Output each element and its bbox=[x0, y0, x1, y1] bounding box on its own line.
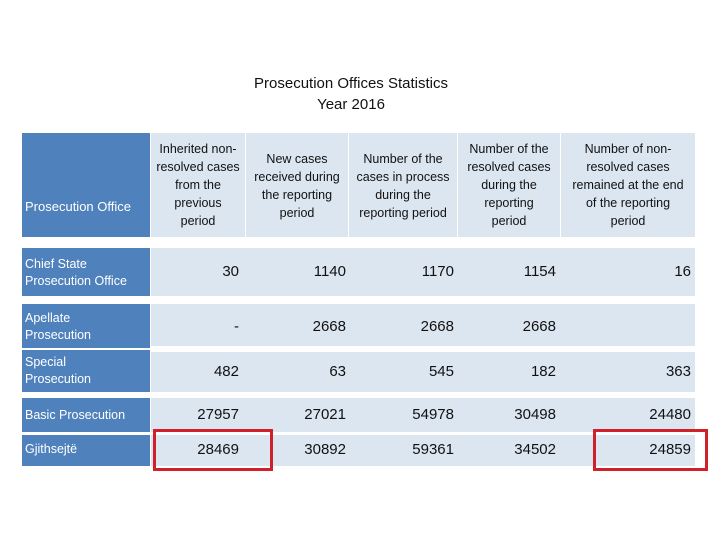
cell-in-process: 59361 bbox=[412, 441, 454, 458]
header-new-cases: New cases received during the reporting … bbox=[246, 150, 348, 222]
cell-inherited: 482 bbox=[213, 363, 239, 380]
row-label-basic: Basic Prosecution bbox=[22, 398, 150, 432]
cell-in-process: 1170 bbox=[421, 263, 454, 280]
row-label-chief-state: Chief State Prosecution Office bbox=[22, 248, 150, 296]
row-bg bbox=[151, 304, 695, 346]
cell-non-resolved: 24859 bbox=[649, 441, 691, 458]
cell-resolved: 1154 bbox=[523, 263, 556, 280]
cell-resolved: 182 bbox=[530, 363, 556, 380]
header-line: period bbox=[610, 214, 646, 228]
cell-inherited: - bbox=[234, 318, 239, 335]
header-resolved-cases: Number of the resolved cases during the … bbox=[458, 140, 560, 230]
cell-non-resolved: 24480 bbox=[649, 406, 691, 423]
header-line: previous bbox=[174, 196, 222, 210]
header-line: Inherited non- bbox=[159, 142, 237, 156]
cell-new: 2668 bbox=[312, 318, 346, 335]
header-line: during the bbox=[375, 188, 431, 202]
page-subtitle: Year 2016 bbox=[317, 96, 385, 113]
header-line: resolved cases bbox=[586, 160, 670, 174]
header-cell-bg bbox=[246, 133, 348, 237]
cell-resolved: 34502 bbox=[514, 441, 556, 458]
page-title: Prosecution Offices Statistics bbox=[254, 75, 448, 92]
row-label-line: Chief State bbox=[25, 257, 87, 271]
header-line: Number of non- bbox=[584, 142, 672, 156]
header-line: period bbox=[180, 214, 216, 228]
row-label-line: Apellate bbox=[25, 311, 71, 325]
header-line: period bbox=[279, 206, 315, 220]
row-label-line: Prosecution bbox=[25, 328, 92, 342]
header-line: New cases bbox=[266, 152, 328, 166]
cell-new: 30892 bbox=[304, 441, 346, 458]
row-bg bbox=[151, 435, 695, 466]
header-line: of the reporting bbox=[585, 196, 671, 210]
cell-resolved: 2668 bbox=[522, 318, 556, 335]
header-prosecution-office-label: Prosecution Office bbox=[25, 199, 131, 214]
highlight-box-inherited-total bbox=[153, 429, 273, 471]
row-bg bbox=[151, 398, 695, 432]
row-label-line: Special bbox=[25, 355, 66, 369]
cell-inherited: 30 bbox=[222, 263, 239, 280]
row-label-line: Prosecution bbox=[25, 372, 92, 386]
cell-in-process: 54978 bbox=[412, 406, 454, 423]
cell-new: 63 bbox=[329, 363, 346, 380]
header-line: from the bbox=[175, 178, 221, 192]
header-line: cases in process bbox=[356, 170, 450, 184]
header-line: received during bbox=[254, 170, 340, 184]
row-label-line: Basic Prosecution bbox=[25, 408, 126, 422]
header-line: Number of the bbox=[363, 152, 443, 166]
header-line: reporting bbox=[484, 196, 534, 210]
header-line: the reporting bbox=[261, 188, 333, 202]
cell-new: 27021 bbox=[304, 406, 346, 423]
cell-in-process: 2668 bbox=[420, 318, 454, 335]
cell-in-process: 545 bbox=[428, 363, 454, 380]
highlight-box-non-resolved-total bbox=[593, 429, 708, 471]
header-line: resolved cases bbox=[467, 160, 551, 174]
header-prosecution-office: Prosecution Office bbox=[22, 133, 150, 237]
header-cell-bg bbox=[458, 133, 560, 237]
header-cell-bg bbox=[349, 133, 457, 237]
cell-inherited: 28469 bbox=[197, 441, 239, 458]
row-bg bbox=[151, 352, 695, 392]
header-inherited-cases: Inherited non- resolved cases from the p… bbox=[151, 140, 245, 230]
header-cell-bg bbox=[151, 133, 245, 237]
header-line: during the bbox=[481, 178, 537, 192]
row-label-special: Special Prosecution bbox=[22, 350, 150, 392]
cell-new: 1140 bbox=[313, 263, 346, 280]
cell-resolved: 30498 bbox=[514, 406, 556, 423]
row-label-total: Gjithsejtë bbox=[22, 435, 150, 466]
header-line: remained at the end bbox=[572, 178, 684, 192]
row-label-apellate: Apellate Prosecution bbox=[22, 304, 150, 348]
header-line: reporting period bbox=[359, 206, 447, 220]
header-line: resolved cases bbox=[156, 160, 240, 174]
cell-non-resolved: 363 bbox=[665, 363, 691, 380]
cell-inherited: 27957 bbox=[197, 406, 239, 423]
cell-non-resolved: 16 bbox=[674, 263, 691, 280]
header-line: Number of the bbox=[469, 142, 549, 156]
row-label-line: Prosecution Office bbox=[25, 274, 127, 288]
header-non-resolved-cases: Number of non- resolved cases remained a… bbox=[561, 140, 695, 230]
header-cases-in-process: Number of the cases in process during th… bbox=[349, 150, 457, 222]
header-cell-bg bbox=[561, 133, 695, 237]
row-bg bbox=[151, 248, 695, 296]
row-label-line: Gjithsejtë bbox=[25, 442, 78, 456]
header-line: period bbox=[491, 214, 527, 228]
